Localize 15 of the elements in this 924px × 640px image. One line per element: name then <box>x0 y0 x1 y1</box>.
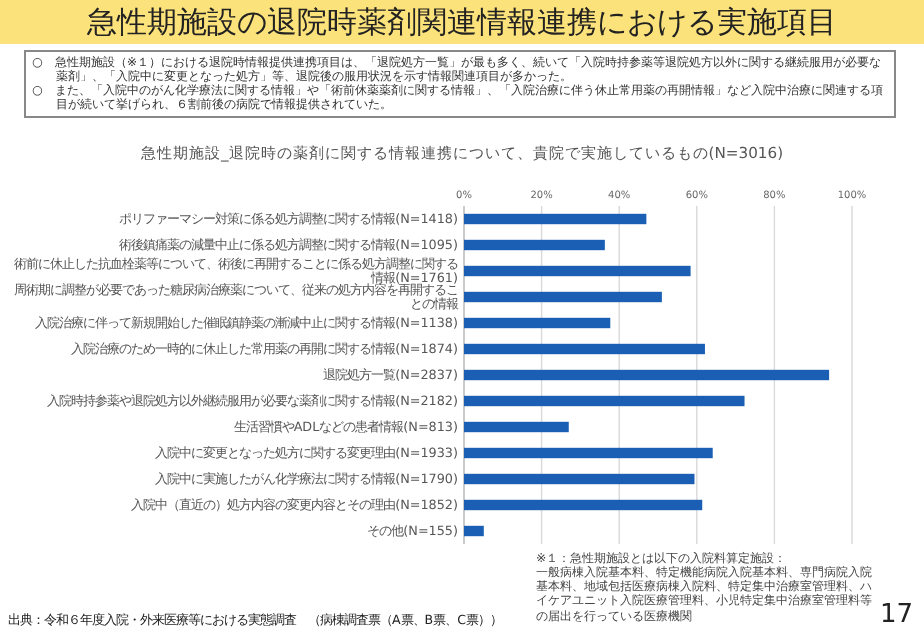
bar <box>464 239 605 251</box>
bar <box>464 395 745 407</box>
bar <box>464 265 691 277</box>
bar <box>464 499 703 511</box>
bar <box>464 317 611 329</box>
bar <box>464 525 484 537</box>
bar <box>464 473 695 485</box>
bar <box>464 291 662 303</box>
bar <box>464 213 647 225</box>
bar <box>464 447 713 459</box>
text: 17 <box>880 600 914 630</box>
chart-title: 急性期施設の退院時薬剤関連情報連携における実施項目 <box>0 0 924 44</box>
bar <box>464 421 569 433</box>
bar <box>464 343 705 355</box>
bar <box>464 369 830 381</box>
